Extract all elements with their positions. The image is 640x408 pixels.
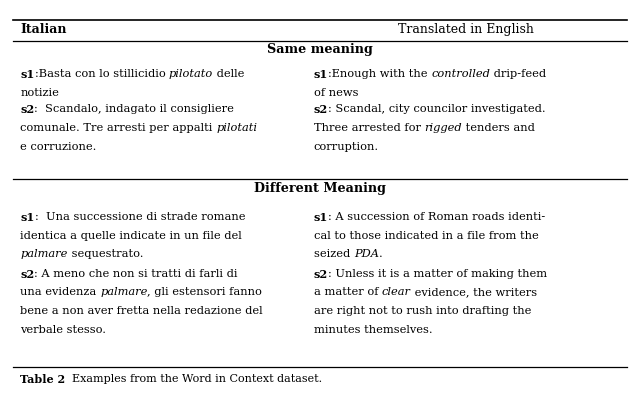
Text: e corruzione.: e corruzione. (20, 142, 97, 152)
Text: PDA: PDA (354, 249, 379, 259)
Text: s2: s2 (314, 268, 328, 279)
Text: pilotato: pilotato (169, 69, 213, 79)
Text: Table 2: Table 2 (20, 375, 65, 386)
Text: drip-feed: drip-feed (490, 69, 547, 79)
Text: Different Meaning: Different Meaning (254, 182, 386, 195)
Text: rigged: rigged (424, 123, 462, 133)
Text: :  Una successione di strade romane: : Una successione di strade romane (35, 212, 245, 222)
Text: minutes themselves.: minutes themselves. (314, 325, 433, 335)
Text: : A meno che non si tratti di farli di: : A meno che non si tratti di farli di (35, 268, 238, 279)
Text: clear: clear (382, 287, 411, 297)
Text: Three arrested for: Three arrested for (314, 123, 424, 133)
Text: una evidenza: una evidenza (20, 287, 100, 297)
Text: cal to those indicated in a file from the: cal to those indicated in a file from th… (314, 231, 539, 241)
Text: s1: s1 (314, 69, 328, 80)
Text: palmare: palmare (100, 287, 147, 297)
Text: corruption.: corruption. (314, 142, 379, 152)
Text: :Basta con lo stillicidio: :Basta con lo stillicidio (35, 69, 169, 79)
Text: : A succession of Roman roads identi-: : A succession of Roman roads identi- (328, 212, 545, 222)
Text: evidence, the writers: evidence, the writers (411, 287, 537, 297)
Text: Same meaning: Same meaning (267, 43, 373, 56)
Text: Italian: Italian (20, 23, 67, 36)
Text: Table 2: Table 2 (20, 375, 65, 386)
Text: bene a non aver fretta nella redazione del: bene a non aver fretta nella redazione d… (20, 306, 263, 316)
Text: seized: seized (314, 249, 354, 259)
Text: :  Scandalo, indagato il consigliere: : Scandalo, indagato il consigliere (35, 104, 234, 114)
Text: a matter of: a matter of (314, 287, 382, 297)
Text: s2: s2 (20, 104, 35, 115)
Text: , gli estensori fanno: , gli estensori fanno (147, 287, 262, 297)
Text: delle: delle (213, 69, 244, 79)
Text: : Unless it is a matter of making them: : Unless it is a matter of making them (328, 268, 547, 279)
Text: notizie: notizie (20, 88, 59, 98)
Text: s1: s1 (20, 212, 35, 223)
Text: palmare: palmare (20, 249, 68, 259)
Text: s1: s1 (314, 212, 328, 223)
Text: comunale. Tre arresti per appalti: comunale. Tre arresti per appalti (20, 123, 216, 133)
Text: identica a quelle indicate in un file del: identica a quelle indicate in un file de… (20, 231, 242, 241)
Text: are right not to rush into drafting the: are right not to rush into drafting the (314, 306, 531, 316)
Text: s1: s1 (20, 69, 35, 80)
Text: s2: s2 (20, 268, 35, 279)
Text: verbale stesso.: verbale stesso. (20, 325, 106, 335)
Text: Examples from the Word in Context dataset.: Examples from the Word in Context datase… (65, 375, 323, 384)
Text: :Enough with the: :Enough with the (328, 69, 431, 79)
Text: : Scandal, city councilor investigated.: : Scandal, city councilor investigated. (328, 104, 546, 114)
Text: controlled: controlled (431, 69, 490, 79)
Text: .: . (379, 249, 383, 259)
Text: sequestrato.: sequestrato. (68, 249, 143, 259)
Text: pilotati: pilotati (216, 123, 257, 133)
Text: Translated in English: Translated in English (398, 23, 534, 36)
Text: tenders and: tenders and (462, 123, 535, 133)
Text: of news: of news (314, 88, 358, 98)
Text: s2: s2 (314, 104, 328, 115)
